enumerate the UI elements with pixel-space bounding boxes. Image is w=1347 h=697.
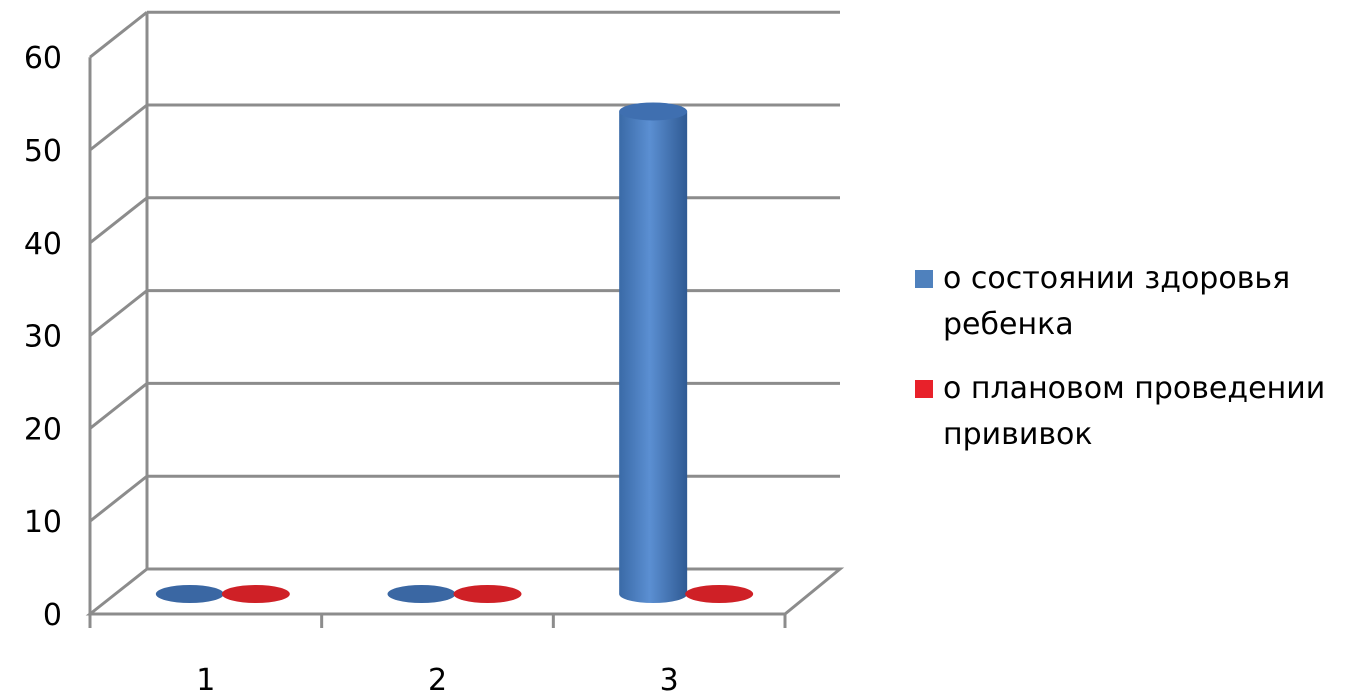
- axes: [88, 12, 787, 628]
- legend: о состоянии здоровья ребенка о плановом …: [915, 256, 1335, 476]
- bar-disc-2-3: [685, 585, 754, 603]
- y-tick-label-0: 0: [43, 598, 62, 633]
- bar-2-2: [453, 585, 522, 603]
- bar-1-2: [387, 585, 456, 603]
- side-gridline-10: [89, 475, 148, 523]
- y-tick-label-60: 60: [24, 41, 62, 76]
- bar-disc-2-1: [221, 585, 290, 603]
- y-tick-label-20: 20: [24, 412, 62, 447]
- side-gridline-20: [89, 382, 148, 430]
- x-tick-label-3: 3: [660, 663, 679, 697]
- gridlines: [85, 10, 845, 616]
- bar-1-1: [155, 585, 224, 603]
- bar-disc-1-1: [155, 585, 224, 603]
- legend-label-series-2: о плановом проведении прививок: [943, 371, 1326, 452]
- side-gridline-30: [89, 289, 148, 337]
- legend-label-series-1: о состоянии здоровья ребенка: [943, 261, 1291, 342]
- bar-2-1: [221, 585, 290, 603]
- y-tick-label-40: 40: [24, 227, 62, 262]
- side-gridline-50: [89, 103, 148, 152]
- side-gridline-40: [89, 196, 148, 244]
- bar-disc-1-2: [387, 585, 456, 603]
- legend-item-series-1: о состоянии здоровья ребенка: [915, 256, 1335, 348]
- x-tick-label-2: 2: [428, 663, 447, 697]
- bar-2-3: [685, 585, 754, 603]
- tick-labels: 0 10 20 30 40 50 60 1 2 3: [24, 41, 679, 697]
- bar-top-1-3: [619, 102, 688, 121]
- y-tick-label-30: 30: [24, 320, 62, 355]
- x-tick-label-1: 1: [196, 663, 215, 697]
- y-tick-label-10: 10: [24, 505, 62, 540]
- bar-1-3: [619, 102, 688, 603]
- side-gridline-60: [89, 11, 148, 59]
- bar-disc-2-2: [453, 585, 522, 603]
- bars: [155, 102, 754, 603]
- legend-swatch-series-1: [915, 270, 933, 288]
- bar-body-1-3: [619, 111, 688, 603]
- legend-swatch-series-2: [915, 380, 933, 398]
- y-tick-label-50: 50: [24, 134, 62, 169]
- legend-item-series-2: о плановом проведении прививок: [915, 366, 1335, 458]
